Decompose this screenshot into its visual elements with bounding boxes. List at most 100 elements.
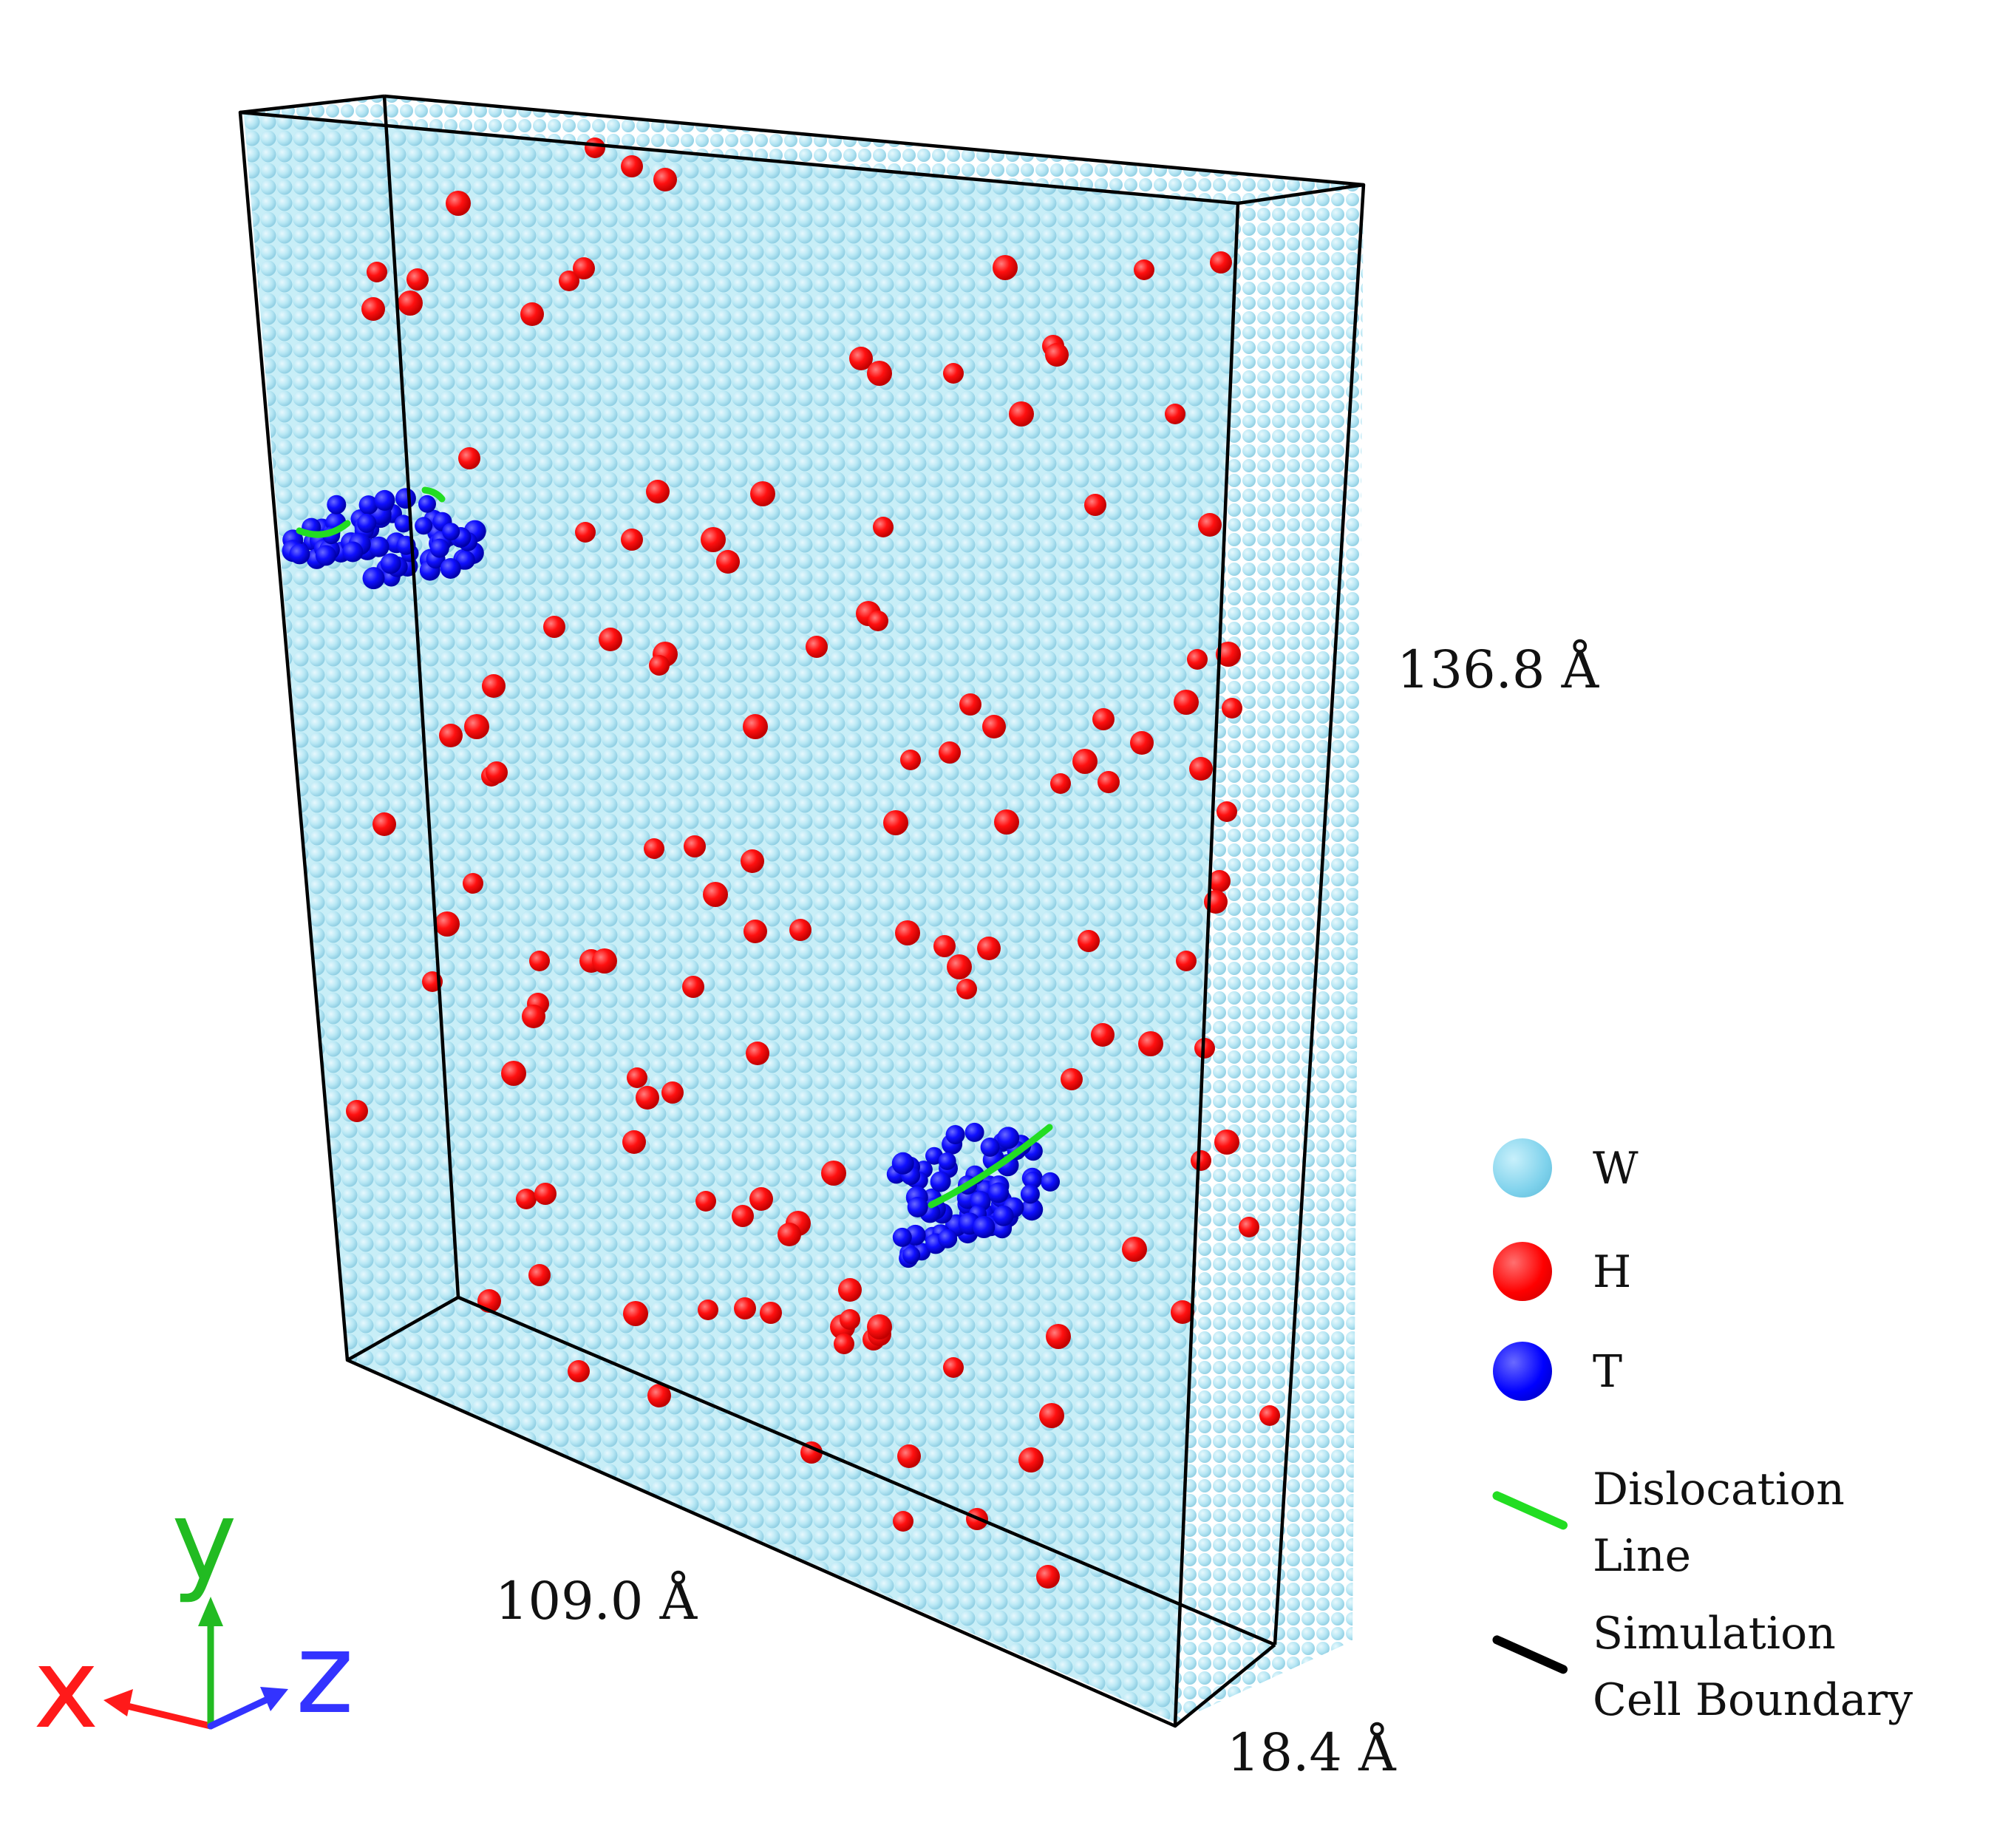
boundary-top-left-connector — [239, 94, 385, 115]
x-axis-arrow — [115, 1700, 214, 1730]
simulation-cell-boundary — [238, 94, 1366, 1728]
hydrogen-atom — [760, 1302, 782, 1324]
hydrogen-atom — [701, 527, 726, 552]
hydrogen-atom — [684, 835, 706, 857]
lattice-front-face — [244, 115, 1238, 1722]
hydrogen-atom — [464, 714, 489, 739]
boundary-back-left-edge — [382, 95, 460, 1298]
tritium-atom — [374, 489, 395, 511]
hydrogen-atom — [743, 714, 768, 739]
hydrogen-atom — [1061, 1068, 1083, 1090]
tritium-atom — [892, 1227, 912, 1247]
legend-label-boundary: Simulation Cell Boundary — [1593, 1608, 1913, 1726]
tritium-atom — [1021, 1198, 1044, 1221]
lattice-side-face — [1175, 181, 1364, 1722]
hydrogen-atom — [592, 948, 617, 974]
hydrogen-atom — [716, 550, 740, 574]
hydrogen-atom — [698, 1300, 718, 1320]
hydrogen-atom — [1092, 708, 1115, 730]
hydrogen-atom — [516, 1189, 537, 1209]
hydrogen-atom — [1009, 401, 1034, 427]
legend-label-h: H — [1593, 1246, 1632, 1298]
hydrogen-atom — [695, 1191, 716, 1212]
hydrogen-atom — [463, 873, 483, 894]
hydrogen-atom — [1039, 1403, 1064, 1428]
tungsten-lattice — [240, 96, 1364, 1722]
legend-item-h: H — [1486, 1242, 1973, 1316]
hydrogen-atom — [1134, 259, 1154, 280]
height-dimension-label: 136.8 Å — [1397, 639, 1599, 700]
tritium-atom — [455, 550, 475, 570]
hydrogen-atom — [644, 838, 664, 859]
legend-item-w: W — [1486, 1138, 1973, 1212]
hydrogen-atom — [439, 724, 463, 747]
hydrogen-atom — [1174, 690, 1199, 715]
hydrogen-atom — [1091, 1023, 1115, 1047]
legend-item-dislocation: Dislocation Line — [1486, 1456, 1973, 1589]
hydrogen-atom — [1084, 494, 1106, 516]
tritium-atom — [358, 495, 378, 515]
hydrogen-atom — [458, 447, 480, 469]
hydrogen-atom — [573, 257, 595, 279]
hydrogen-atom — [636, 1086, 659, 1110]
hydrogen-atom — [585, 137, 605, 158]
hydrogen-atom — [482, 674, 506, 698]
h-atom-swatch-icon — [1493, 1242, 1552, 1301]
dislocation-line — [421, 486, 446, 503]
hydrogen-atom — [621, 155, 643, 177]
hydrogen-atom — [933, 935, 956, 957]
hydrogen-atom — [840, 1309, 860, 1330]
axis-triad — [103, 1597, 288, 1730]
hydrogen-atom — [1045, 343, 1069, 367]
hydrogen-atom — [559, 271, 579, 291]
tritium-atom — [418, 495, 436, 513]
hydrogen-atom — [1259, 1405, 1280, 1426]
tritium-atom — [907, 1197, 928, 1217]
hydrogen-atom — [1210, 251, 1232, 274]
hydrogen-atom — [749, 1187, 773, 1211]
hydrogen-atom — [372, 812, 396, 836]
tritium-atom — [362, 567, 385, 590]
hydrogen-atoms — [346, 137, 1280, 1589]
hydrogen-atom — [346, 1100, 368, 1122]
dislocation-lines — [296, 486, 1053, 1209]
hydrogen-atom — [622, 1130, 646, 1154]
hydrogen-atom — [534, 1183, 557, 1205]
dislocation-line — [296, 520, 351, 538]
hydrogen-atom — [1208, 870, 1231, 892]
hydrogen-atom — [883, 810, 908, 835]
hydrogen-atom — [361, 297, 385, 321]
boundary-line-swatch-icon — [1491, 1634, 1569, 1676]
hydrogen-atom — [893, 1511, 913, 1532]
hydrogen-atom — [1187, 649, 1208, 670]
hydrogen-atom — [435, 911, 460, 937]
y-axis-label: y — [171, 1477, 237, 1606]
tritium-atom — [938, 1152, 956, 1170]
tritium-atom — [964, 1122, 984, 1142]
hydrogen-atom — [838, 1278, 862, 1302]
boundary-top-right-connector — [1237, 183, 1364, 205]
hydrogen-atom — [834, 1334, 854, 1354]
depth-dimension-label: 18.4 Å — [1227, 1722, 1396, 1783]
hydrogen-atom — [732, 1205, 754, 1227]
hydrogen-atom — [1176, 951, 1197, 971]
hydrogen-atom — [568, 1360, 590, 1382]
hydrogen-atom — [1189, 757, 1213, 781]
hydrogen-atom — [647, 1384, 671, 1407]
t-atom-swatch-icon — [1493, 1342, 1552, 1401]
tritium-atom — [357, 513, 377, 533]
tritium-atom — [973, 1216, 996, 1238]
hydrogen-atom — [528, 1264, 551, 1286]
hydrogen-atom — [653, 168, 677, 191]
hydrogen-atom — [943, 363, 964, 384]
hydrogen-atom — [1078, 930, 1100, 952]
hydrogen-atom — [939, 741, 961, 764]
hydrogen-atom — [777, 1223, 801, 1246]
hydrogen-atom — [1171, 1300, 1194, 1324]
boundary-bottom-right-connector — [1174, 1643, 1276, 1728]
hydrogen-atom — [623, 1301, 648, 1326]
hydrogen-atom — [621, 529, 643, 551]
hydrogen-atom — [1191, 1150, 1211, 1171]
hydrogen-atom — [1130, 731, 1154, 755]
